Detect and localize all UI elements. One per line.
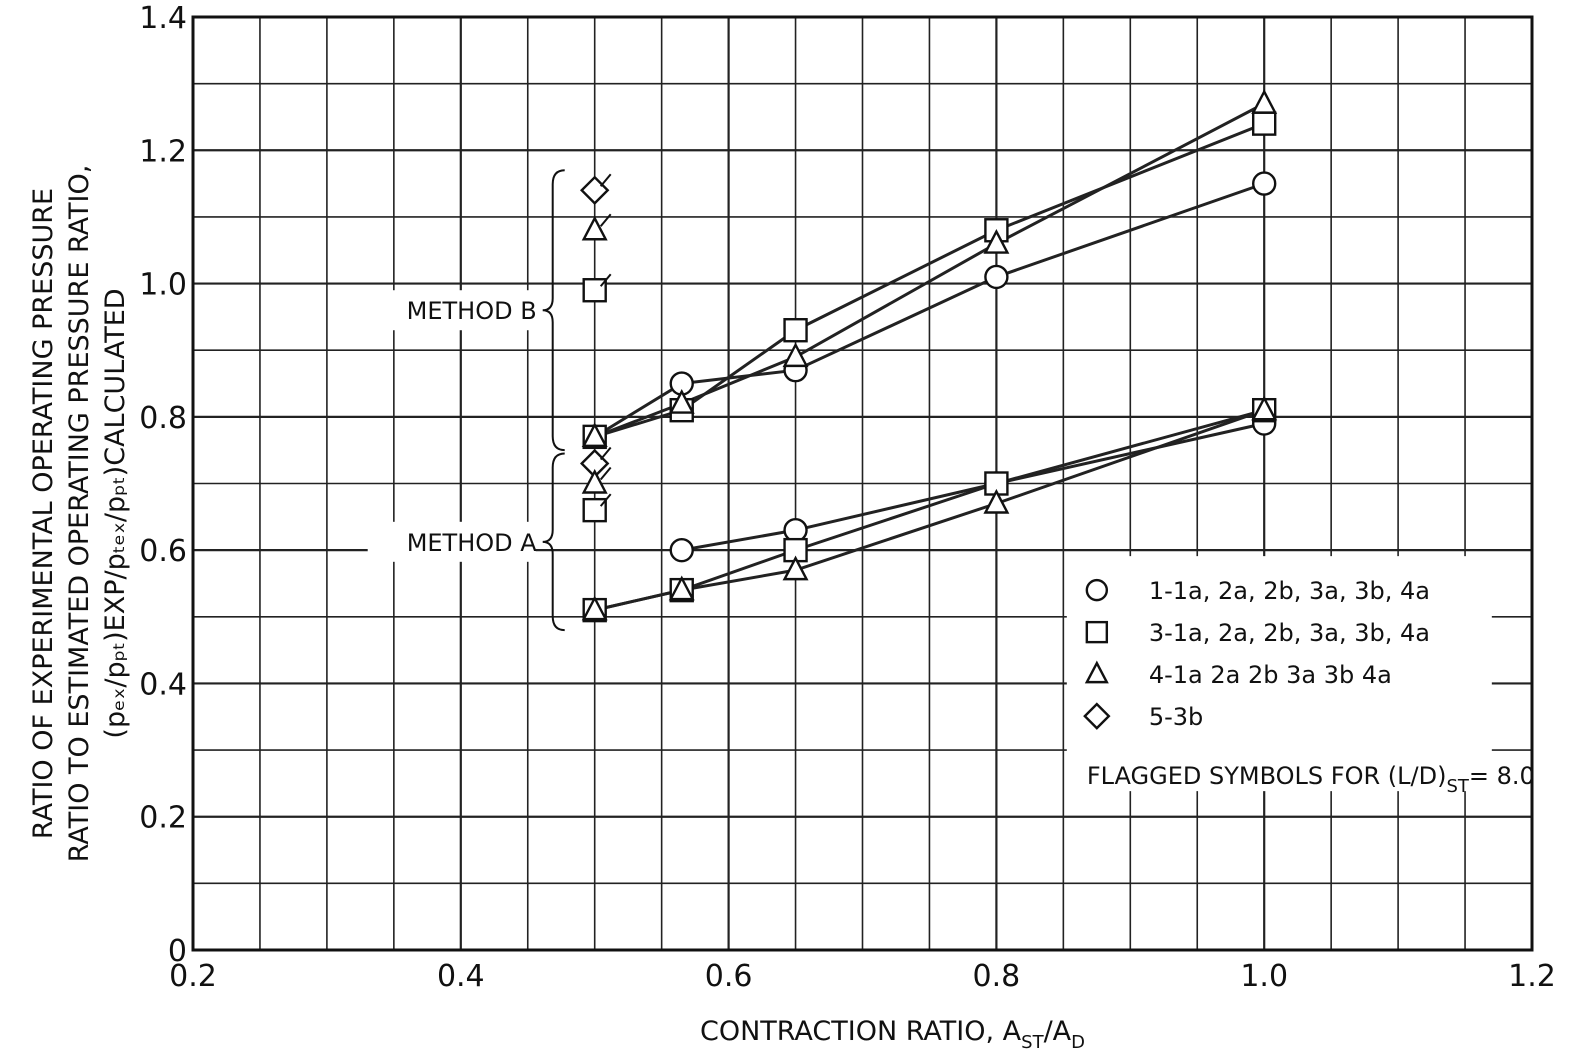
method-b-brace: [542, 169, 565, 452]
legend-flag-note-subscript: ST: [1446, 776, 1469, 797]
tick-labels: 0.2 0.4 0.6 0.8 1.0 1.200.20.40.60.81.01.21.4: [139, 1, 1556, 994]
grid: [191, 15, 1534, 952]
method-a-annotation: METHOD A: [367, 452, 565, 632]
data-point-square: [1251, 111, 1277, 136]
x-tick-label: 0.2: [169, 959, 217, 994]
method-b-label-background: [367, 290, 536, 331]
legend-symbol-circle: [1085, 578, 1109, 602]
flag-mark: [599, 466, 612, 481]
legend-flag-note: FLAGGED SYMBOLS FOR (L/D)ST= 8.0: [1087, 762, 1535, 797]
y-tick-label: 1.0: [139, 268, 187, 303]
y-tick-label: 0.2: [139, 801, 187, 836]
x-tick-label: 0.8: [973, 959, 1021, 994]
x-tick-label: 1.2: [1508, 959, 1556, 994]
y-tick-label: 1.4: [139, 1, 187, 36]
flagged-point-square: [582, 497, 607, 523]
legend-flag-note-tail: = 8.0: [1469, 762, 1535, 790]
data-point-triangle: [668, 575, 695, 601]
y-axis-title-line-3: (pₑₓ/pₚₜ)EXP/pₜₑₓ/pₚₜ)CALCULATED: [100, 288, 131, 738]
data-point-circle: [984, 264, 1009, 290]
data-point-triangle: [581, 595, 608, 621]
data-point-triangle: [668, 388, 695, 414]
x-tick-label: 0.6: [705, 959, 753, 994]
legend-flag-note-text: FLAGGED SYMBOLS FOR (L/D): [1087, 762, 1447, 790]
data-point-circle: [1251, 171, 1277, 196]
method-a-brace: [542, 452, 565, 632]
plot-frame: [191, 15, 1534, 952]
x-axis-title-sub2: D: [1071, 1032, 1085, 1051]
method-b-annotation: METHOD B: [367, 169, 565, 452]
legend-label-series-5: 5-3b: [1149, 703, 1203, 731]
x-axis-title-mid: /A: [1044, 1016, 1072, 1047]
flagged-point-triangle: [581, 468, 608, 494]
data-point-triangle: [782, 555, 809, 581]
data-point-triangle: [1251, 395, 1278, 421]
flag-mark: [599, 273, 612, 287]
y-tick-label: 0.4: [139, 667, 187, 702]
x-axis-title: CONTRACTION RATIO, AST/AD: [700, 1016, 1085, 1051]
y-tick-label: 0.8: [139, 401, 187, 436]
y-tick-label: 0.6: [139, 534, 187, 569]
data-point-triangle: [782, 342, 809, 368]
legend-label-series-3: 3-1a, 2a, 2b, 3a, 3b, 4a: [1149, 619, 1430, 647]
legend: 1-1a, 2a, 2b, 3a, 3b, 4a 3-1a, 2a, 2b, 3…: [1066, 556, 1535, 797]
method-a-label: METHOD A: [407, 529, 538, 557]
y-tick-label: 0: [168, 934, 187, 969]
flagged-point-square: [582, 278, 607, 303]
y-tick-label: 1.2: [139, 134, 187, 169]
legend-label-series-1: 1-1a, 2a, 2b, 3a, 3b, 4a: [1149, 577, 1430, 605]
data-point-triangle: [1251, 89, 1278, 114]
series-line: [681, 422, 1265, 552]
legend-symbol-square: [1085, 620, 1109, 644]
legend-symbol-triangle: [1084, 660, 1109, 684]
flagged-point-diamond: [580, 175, 610, 205]
y-axis-title: RATIO OF EXPERIMENTAL OPERATING PRESSURE…: [28, 165, 131, 863]
legend-background: [1066, 556, 1492, 792]
data-point-circle: [783, 517, 808, 543]
x-axis-title-sub1: ST: [1021, 1032, 1044, 1051]
flag-mark: [599, 493, 612, 507]
x-axis-title-text: CONTRACTION RATIO, A: [700, 1016, 1022, 1047]
legend-symbol-diamond: [1083, 702, 1111, 730]
flag-mark: [599, 446, 612, 461]
y-axis-title-line-1: RATIO OF EXPERIMENTAL OPERATING PRESSURE: [28, 188, 59, 839]
flag-mark: [599, 173, 612, 187]
legend-symbols: [1083, 578, 1111, 730]
data-point-square: [783, 318, 808, 343]
x-tick-label: 1.0: [1240, 959, 1288, 994]
y-axis-title-line-2: RATIO TO ESTIMATED OPERATING PRESSURE RA…: [64, 165, 95, 863]
method-b-label: METHOD B: [407, 297, 537, 325]
data-point-triangle: [581, 422, 608, 448]
legend-label-series-4: 4-1a 2a 2b 3a 3b 4a: [1149, 661, 1392, 689]
flagged-point-triangle: [581, 215, 608, 241]
data-point-triangle: [983, 488, 1010, 514]
data-markers: [580, 89, 1278, 623]
method-a-label-background: [367, 521, 536, 562]
data-point-circle: [669, 537, 694, 563]
x-tick-label: 0.4: [437, 959, 485, 994]
flag-mark: [599, 213, 612, 227]
data-point-triangle: [983, 228, 1010, 254]
